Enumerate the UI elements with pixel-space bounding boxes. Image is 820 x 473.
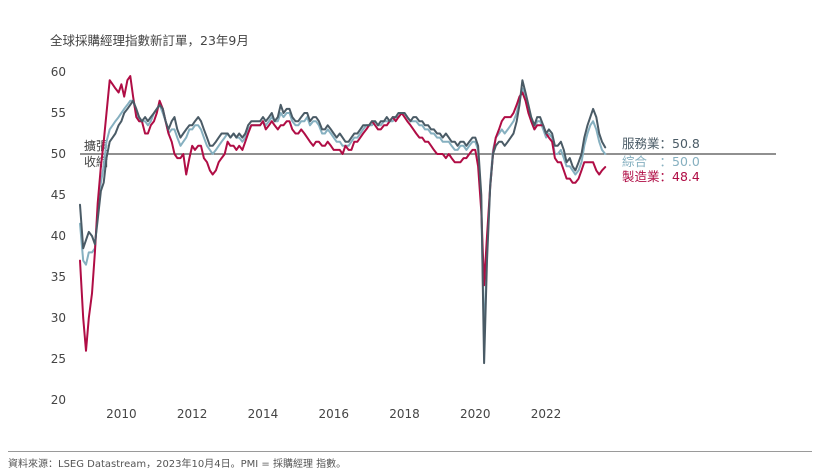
y-tick-label: 60 bbox=[51, 65, 66, 79]
series-layer bbox=[79, 75, 607, 365]
y-tick-label: 35 bbox=[51, 270, 66, 284]
manufacturing-line bbox=[79, 75, 607, 352]
y-tick-label: 45 bbox=[51, 188, 66, 202]
x-tick-label: 2018 bbox=[389, 407, 420, 421]
x-tick-label: 2012 bbox=[177, 407, 208, 421]
services-line bbox=[79, 79, 607, 365]
chart-title: 全球採購經理指數新訂單，23年9月 bbox=[50, 33, 249, 48]
line-chart: 20 25 30 35 40 45 50 55 60 2010 2012 2014 2016 2018 20… bbox=[51, 65, 776, 421]
x-tick-label: 2016 bbox=[318, 407, 349, 421]
legend-services: 服務業：50.8 bbox=[622, 136, 700, 151]
composite-line bbox=[79, 87, 607, 344]
source-note: 資料來源：LSEG Datastream，2023年10月4日。PMI = 採購… bbox=[8, 459, 347, 470]
y-tick-label: 50 bbox=[51, 147, 66, 161]
y-tick-label: 55 bbox=[51, 106, 66, 120]
x-tick-label: 2020 bbox=[460, 407, 491, 421]
x-tick-label: 2014 bbox=[248, 407, 279, 421]
axes-layer: 20 25 30 35 40 45 50 55 60 2010 2012 2014 2016 2018 20… bbox=[51, 65, 562, 421]
legend-composite: 綜合 ：50.0 bbox=[622, 154, 700, 169]
legend-manufacturing: 製造業：48.4 bbox=[622, 169, 700, 184]
y-tick-label: 30 bbox=[51, 311, 66, 325]
y-tick-label: 20 bbox=[51, 393, 66, 407]
x-tick-label: 2010 bbox=[106, 407, 137, 421]
footer-divider bbox=[8, 451, 812, 452]
x-tick-label: 2022 bbox=[531, 407, 562, 421]
y-tick-label: 25 bbox=[51, 352, 66, 366]
y-tick-label: 40 bbox=[51, 229, 66, 243]
